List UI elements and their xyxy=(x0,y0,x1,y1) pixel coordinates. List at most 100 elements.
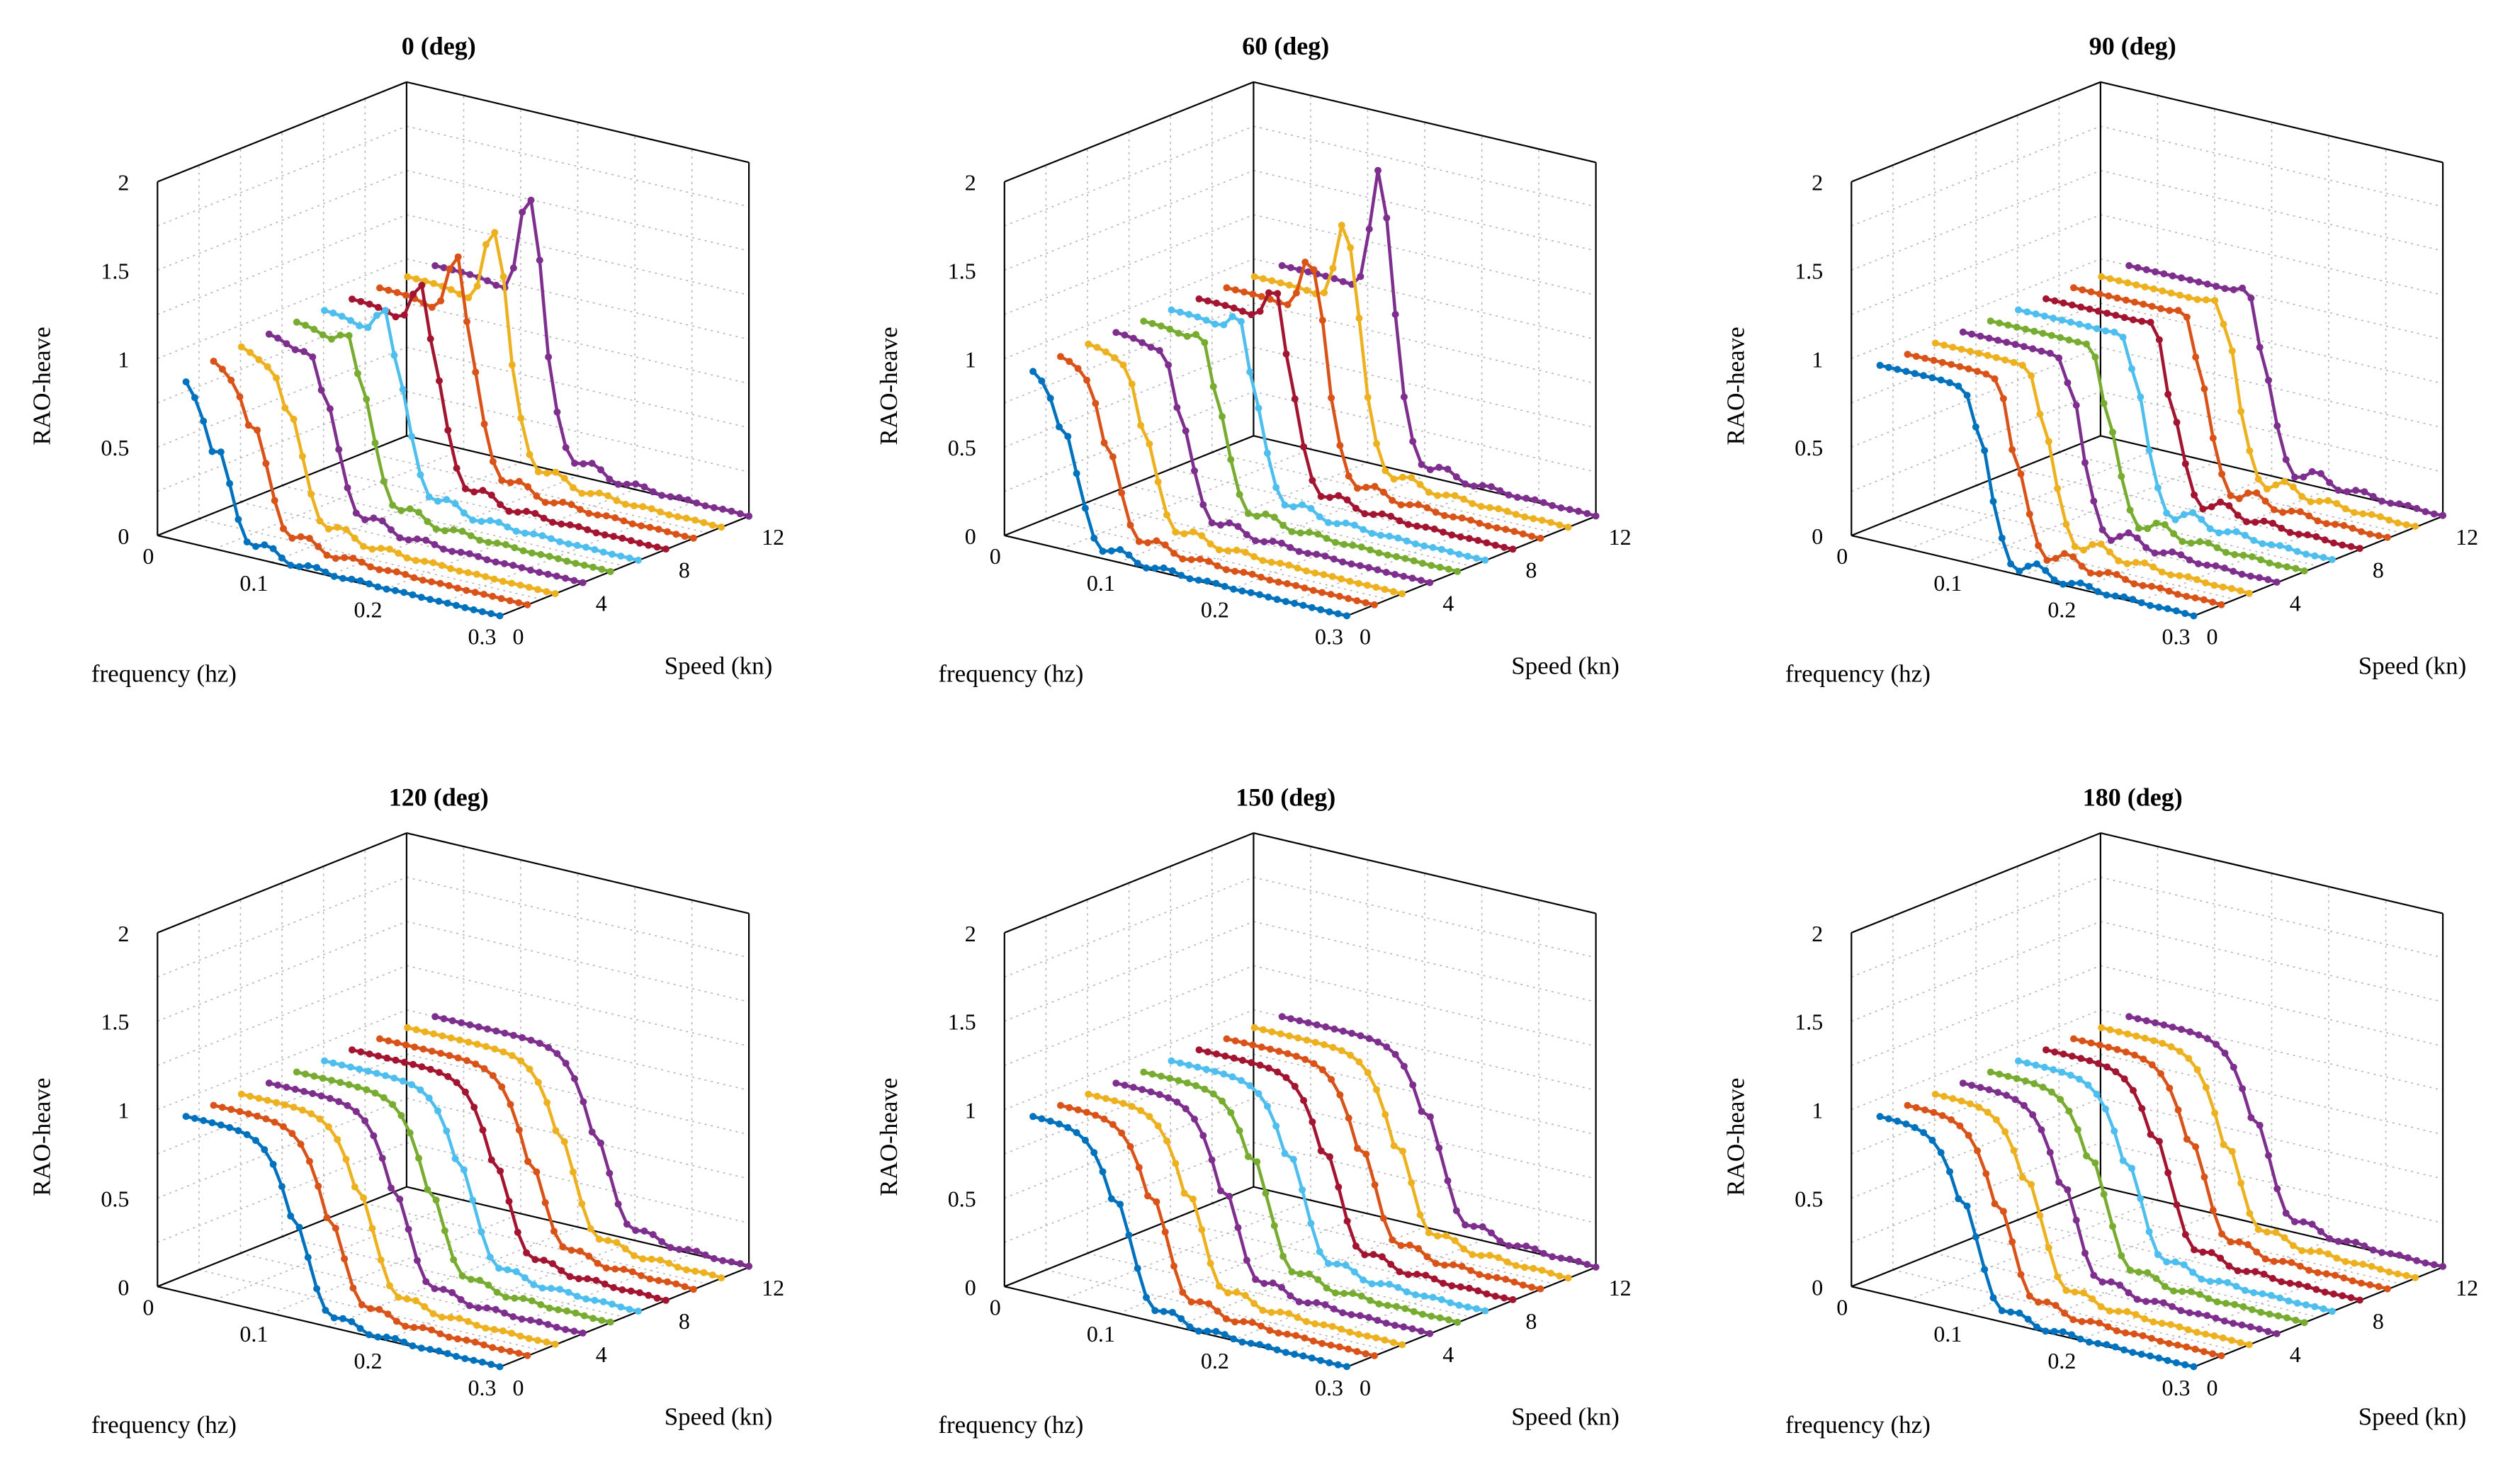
data-point xyxy=(2300,1218,2307,1226)
data-point xyxy=(589,1315,597,1322)
data-point xyxy=(392,568,400,576)
y-tick-label: 0 xyxy=(1360,624,1371,650)
data-point xyxy=(502,541,509,548)
data-point xyxy=(443,1350,451,1357)
data-point xyxy=(570,577,578,584)
series-speed-4 xyxy=(1987,1068,2308,1327)
data-point xyxy=(2094,1339,2102,1347)
data-point xyxy=(1977,1084,1984,1092)
data-point xyxy=(1998,1307,2006,1315)
data-point xyxy=(1435,1144,1443,1152)
data-point xyxy=(489,458,497,465)
floor-edge xyxy=(1004,435,1254,537)
data-point xyxy=(2217,1352,2225,1359)
data-point xyxy=(345,331,353,339)
data-point xyxy=(2394,519,2402,527)
data-point xyxy=(2050,1066,2057,1074)
data-point xyxy=(2276,1294,2284,1302)
data-point xyxy=(1177,572,1185,579)
data-point xyxy=(2104,569,2112,577)
data-point xyxy=(2224,1279,2232,1286)
data-point xyxy=(736,1260,744,1267)
data-point xyxy=(451,500,459,508)
data-point xyxy=(501,1029,509,1037)
data-point xyxy=(2439,511,2447,519)
floor-grid-line xyxy=(1934,1252,2277,1334)
data-point xyxy=(1442,492,1450,499)
data-point xyxy=(580,460,587,467)
data-point xyxy=(1148,319,1156,327)
data-point xyxy=(2164,1356,2171,1364)
z-tick-label: 1 xyxy=(965,346,976,372)
side-wall-grid-line xyxy=(1004,214,1254,315)
series-line xyxy=(1906,1104,2223,1358)
floor-grid-line xyxy=(271,462,521,563)
data-point xyxy=(391,1334,399,1342)
data-point xyxy=(1522,494,1530,502)
data-point xyxy=(2028,372,2035,380)
data-point xyxy=(2091,353,2099,361)
data-point xyxy=(1364,393,1372,401)
data-point xyxy=(2243,518,2250,526)
data-point xyxy=(507,479,514,487)
data-point xyxy=(2086,1317,2094,1325)
data-point xyxy=(2187,539,2195,547)
data-point xyxy=(349,555,357,562)
side-wall-grid-line xyxy=(157,214,407,315)
data-point xyxy=(2231,551,2239,558)
data-point xyxy=(2213,1041,2220,1048)
back-wall-grid-line xyxy=(406,876,750,958)
data-point xyxy=(1440,1279,1447,1287)
data-point xyxy=(2307,498,2315,506)
data-point xyxy=(718,1274,725,1282)
data-point xyxy=(2054,1273,2062,1281)
data-point xyxy=(1920,1129,1928,1136)
data-point xyxy=(389,1101,397,1109)
series-speed-5 xyxy=(321,1057,642,1315)
data-point xyxy=(2122,1048,2130,1056)
data-point xyxy=(1265,1065,1272,1072)
series-speed-2 xyxy=(237,1090,559,1348)
data-point xyxy=(1186,1323,1194,1331)
data-point xyxy=(1361,510,1369,518)
data-point xyxy=(565,1288,572,1296)
data-point xyxy=(1441,511,1448,519)
data-point xyxy=(1230,1335,1238,1343)
data-point xyxy=(1313,1299,1321,1307)
data-point xyxy=(2179,1288,2186,1296)
data-point xyxy=(526,450,533,458)
data-point xyxy=(300,348,307,356)
data-point xyxy=(1470,1223,1478,1230)
data-point xyxy=(1383,1043,1391,1051)
data-point xyxy=(497,1167,504,1175)
data-point xyxy=(1429,1293,1437,1301)
series-speed-2 xyxy=(1931,1090,2253,1349)
data-point xyxy=(385,1037,392,1045)
data-point xyxy=(1460,495,1467,503)
data-point xyxy=(1495,505,1503,513)
data-point xyxy=(1931,1090,1939,1098)
data-point xyxy=(1223,1035,1231,1043)
data-point xyxy=(604,492,612,499)
data-point xyxy=(1085,1090,1092,1098)
data-point xyxy=(1258,1322,1265,1330)
data-point xyxy=(1128,380,1136,388)
data-point xyxy=(1356,562,1364,569)
axes-box xyxy=(1851,832,2444,1368)
back-wall-grid-line xyxy=(1253,1097,1596,1179)
data-point xyxy=(572,1309,580,1317)
data-point xyxy=(380,477,388,485)
data-point xyxy=(2273,578,2281,586)
data-point xyxy=(361,516,369,523)
data-point xyxy=(356,577,364,584)
data-point xyxy=(2176,291,2183,299)
data-point xyxy=(508,361,516,369)
data-point xyxy=(1445,565,1452,573)
data-point xyxy=(482,1325,490,1332)
data-point xyxy=(621,1245,629,1253)
data-point xyxy=(1148,1070,1156,1078)
data-point xyxy=(1196,555,1204,563)
data-point xyxy=(295,563,303,570)
data-point xyxy=(2141,1315,2149,1322)
